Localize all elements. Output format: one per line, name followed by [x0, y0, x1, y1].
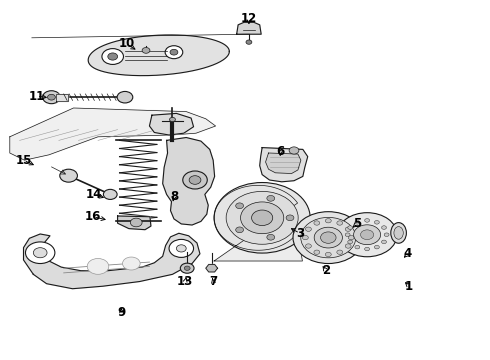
Text: 2: 2 [322, 264, 330, 277]
Text: 14: 14 [86, 188, 102, 201]
Polygon shape [214, 185, 302, 261]
Text: 8: 8 [170, 190, 178, 203]
Circle shape [236, 227, 244, 233]
Ellipse shape [394, 226, 403, 239]
Circle shape [337, 213, 397, 257]
Circle shape [314, 221, 320, 225]
Polygon shape [206, 265, 218, 272]
Circle shape [103, 189, 117, 199]
Polygon shape [118, 216, 151, 230]
Text: 5: 5 [353, 217, 361, 230]
Circle shape [251, 210, 273, 226]
Circle shape [142, 48, 150, 53]
Polygon shape [237, 22, 261, 34]
Circle shape [289, 147, 299, 154]
Circle shape [183, 171, 207, 189]
Circle shape [374, 221, 379, 224]
Circle shape [48, 94, 55, 100]
Polygon shape [260, 148, 308, 182]
Circle shape [246, 40, 252, 44]
Text: 3: 3 [296, 227, 304, 240]
Circle shape [305, 227, 311, 231]
Polygon shape [56, 94, 68, 101]
Polygon shape [149, 113, 194, 135]
Circle shape [382, 226, 387, 229]
Polygon shape [10, 108, 216, 160]
Circle shape [314, 227, 343, 248]
Circle shape [130, 218, 142, 227]
Circle shape [305, 244, 311, 248]
Circle shape [236, 203, 244, 209]
Circle shape [108, 53, 118, 60]
Circle shape [169, 239, 194, 257]
Circle shape [301, 217, 356, 258]
Text: 6: 6 [276, 145, 284, 158]
Circle shape [226, 191, 298, 244]
Circle shape [374, 245, 379, 249]
Circle shape [33, 248, 47, 258]
Circle shape [60, 169, 77, 182]
Circle shape [337, 250, 343, 255]
Circle shape [122, 257, 140, 270]
Circle shape [345, 244, 351, 248]
Circle shape [286, 215, 294, 221]
Text: 13: 13 [177, 275, 194, 288]
Circle shape [384, 233, 389, 237]
Circle shape [320, 232, 336, 243]
Circle shape [267, 195, 275, 201]
Text: 11: 11 [28, 90, 45, 103]
Circle shape [325, 252, 331, 257]
Text: 15: 15 [15, 154, 32, 167]
Circle shape [361, 230, 374, 239]
Polygon shape [24, 233, 200, 289]
Circle shape [325, 219, 331, 223]
Circle shape [345, 227, 351, 231]
Text: 16: 16 [85, 210, 101, 223]
Circle shape [87, 258, 109, 274]
Circle shape [180, 263, 194, 273]
Circle shape [170, 49, 178, 55]
Circle shape [348, 226, 353, 229]
Ellipse shape [391, 222, 406, 243]
Circle shape [43, 91, 60, 104]
Circle shape [345, 233, 350, 237]
Circle shape [348, 240, 353, 244]
Circle shape [382, 240, 387, 244]
Text: 9: 9 [118, 306, 125, 319]
Circle shape [241, 202, 284, 234]
Circle shape [355, 245, 360, 249]
Circle shape [355, 221, 360, 224]
Circle shape [170, 117, 175, 122]
Text: 10: 10 [118, 37, 135, 50]
Circle shape [348, 235, 354, 240]
Circle shape [214, 183, 310, 253]
Circle shape [189, 176, 201, 184]
Circle shape [302, 235, 308, 240]
Text: 1: 1 [405, 280, 413, 293]
Circle shape [267, 234, 275, 240]
Text: 4: 4 [404, 247, 412, 260]
Circle shape [365, 219, 369, 222]
Circle shape [184, 266, 190, 270]
Circle shape [102, 49, 123, 64]
Circle shape [365, 247, 369, 251]
Circle shape [117, 91, 133, 103]
Circle shape [293, 212, 364, 264]
Circle shape [354, 225, 381, 245]
Polygon shape [88, 35, 229, 76]
Text: 7: 7 [209, 275, 217, 288]
Text: 12: 12 [241, 12, 257, 25]
Circle shape [337, 221, 343, 225]
Circle shape [176, 245, 186, 252]
Circle shape [165, 46, 183, 59]
Circle shape [25, 242, 55, 264]
Polygon shape [266, 153, 301, 174]
Circle shape [314, 250, 320, 255]
Polygon shape [163, 138, 215, 225]
